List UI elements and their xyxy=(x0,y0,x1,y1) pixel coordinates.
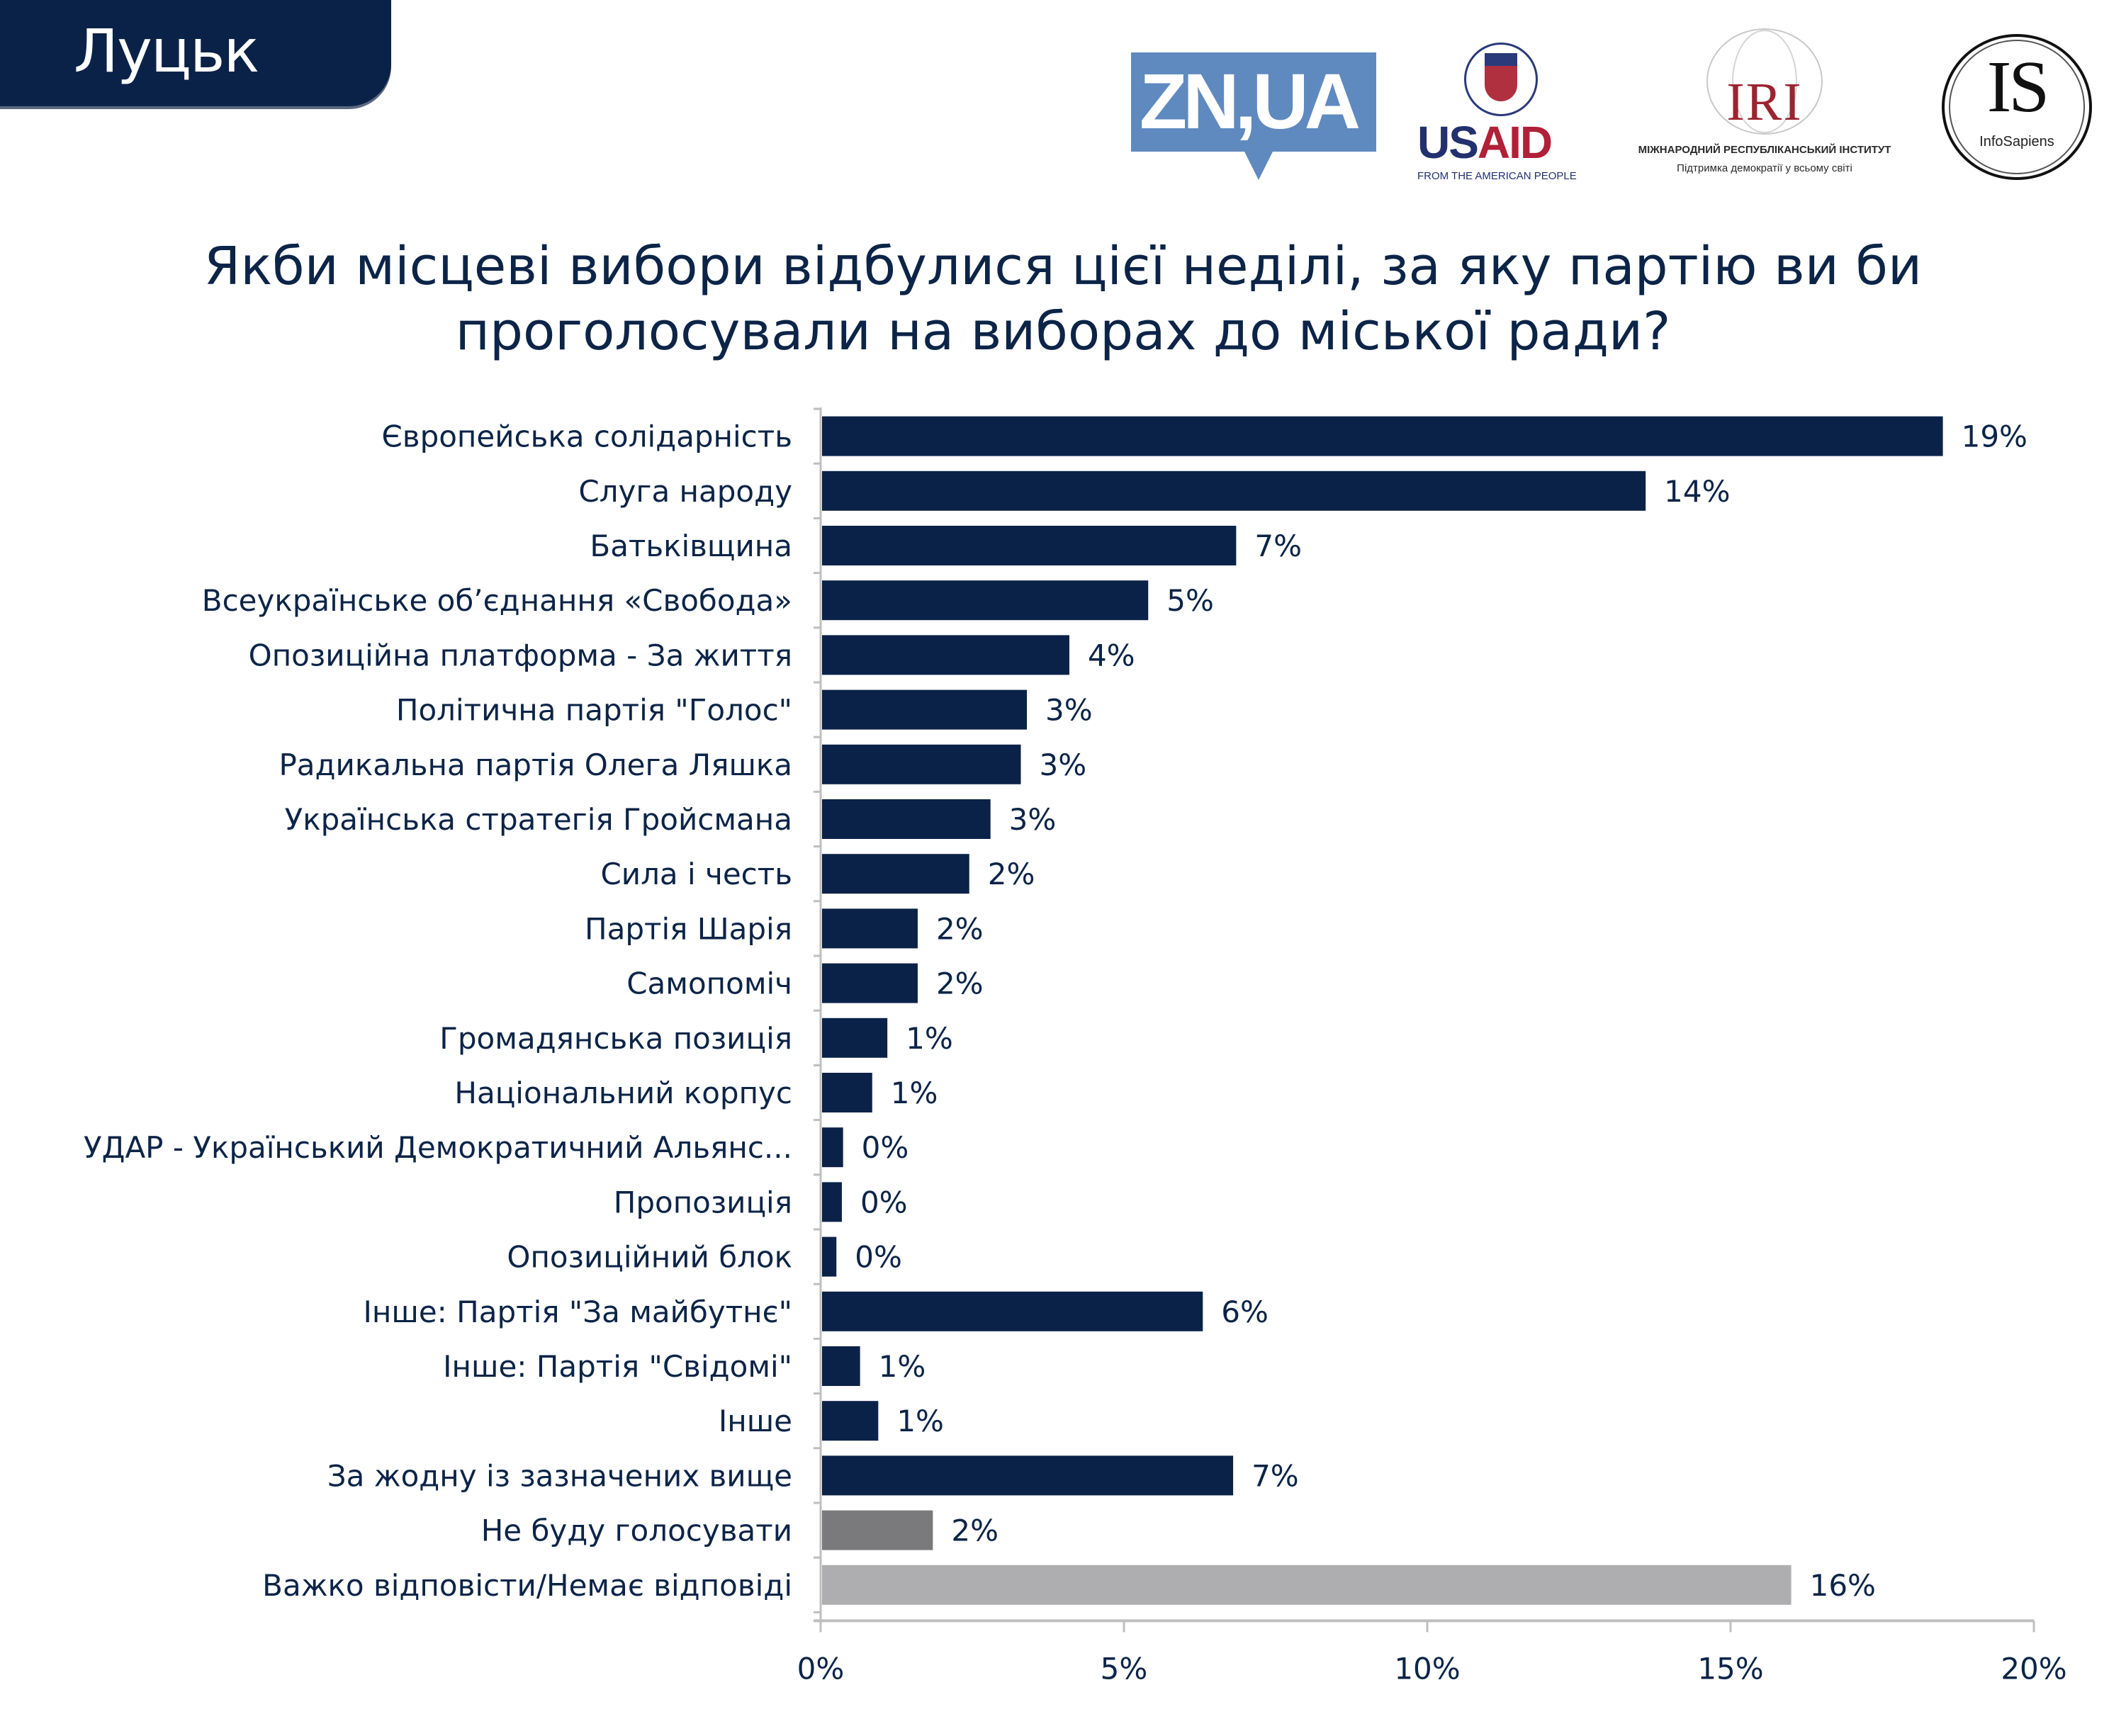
iri-wordmark: IRI xyxy=(1726,72,1803,132)
usaid-tagline: FROM THE AMERICAN PEOPLE xyxy=(1417,170,1577,182)
data-label: 5% xyxy=(1166,583,1214,618)
bar xyxy=(822,854,969,894)
bar xyxy=(822,1291,1203,1331)
bar xyxy=(822,1510,933,1550)
bar xyxy=(822,635,1069,675)
bar xyxy=(822,1236,837,1277)
category-label: Інше: Партія "Свідомі" xyxy=(443,1349,792,1384)
data-label: 2% xyxy=(951,1514,999,1548)
data-label: 6% xyxy=(1221,1295,1269,1329)
category-label: Інше xyxy=(719,1404,792,1438)
speech-bubble-tail-icon xyxy=(1244,152,1273,180)
category-label: Сила і честь xyxy=(600,857,792,891)
category-label: Пропозиція xyxy=(614,1185,792,1219)
chart-title: Якби місцеві вибори відбулися цієї неділ… xyxy=(0,234,2126,364)
data-label: 1% xyxy=(891,1076,938,1110)
usaid-logo: USAID FROM THE AMERICAN PEOPLE xyxy=(1417,43,1587,184)
category-label: За жодну із зазначених вище xyxy=(327,1458,792,1493)
bar xyxy=(822,963,918,1003)
data-label: 1% xyxy=(879,1349,926,1384)
data-label: 2% xyxy=(988,857,1035,891)
city-name: Луцьк xyxy=(74,16,259,86)
x-tick-label: 15% xyxy=(1697,1651,1763,1686)
iri-tagline: Підтримка демократії у всьому світі xyxy=(1677,162,1852,174)
category-label: Самопоміч xyxy=(626,966,792,1001)
data-label: 1% xyxy=(896,1404,944,1438)
bar xyxy=(822,799,991,839)
data-label: 16% xyxy=(1810,1568,1876,1603)
bar xyxy=(822,1455,1234,1496)
bar xyxy=(822,689,1028,730)
data-label: 7% xyxy=(1254,529,1302,563)
category-label: Опозиційний блок xyxy=(507,1240,792,1275)
x-tick-label: 20% xyxy=(2001,1651,2066,1686)
bar xyxy=(822,1073,872,1112)
category-label: Важко відповісти/Немає відповіді xyxy=(262,1568,792,1603)
usaid-wordmark: USAID xyxy=(1417,117,1553,168)
chart-title-line-2: проголосували на виборах до міської ради… xyxy=(455,301,1671,362)
category-label: Інше: Партія "За майбутнє" xyxy=(364,1295,792,1329)
data-label: 0% xyxy=(855,1240,902,1275)
data-label: 0% xyxy=(860,1185,908,1219)
bar xyxy=(822,1401,879,1441)
chart-title-line-1: Якби місцеві вибори відбулися цієї неділ… xyxy=(203,236,1923,297)
infosapiens-logo: IS InfoSapiens xyxy=(1942,34,2092,180)
category-label: Радикальна партія Олега Ляшка xyxy=(279,748,792,782)
globe-icon xyxy=(1706,28,1823,135)
x-tick-label: 5% xyxy=(1101,1651,1148,1686)
iri-name-line: МІЖНАРОДНИЙ РЕСПУБЛІКАНСЬКИЙ ІНСТИТУТ xyxy=(1638,144,1891,156)
data-label: 2% xyxy=(936,911,984,946)
data-label: 4% xyxy=(1088,638,1135,672)
data-label: 1% xyxy=(906,1021,953,1056)
data-label: 3% xyxy=(1009,802,1057,837)
data-label: 0% xyxy=(862,1130,909,1165)
x-tick-label: 0% xyxy=(797,1651,845,1686)
usaid-seal-icon xyxy=(1464,43,1538,116)
data-label: 2% xyxy=(936,966,984,1001)
category-label: Опозиційна платформа - За життя xyxy=(249,638,792,672)
data-label: 7% xyxy=(1252,1458,1299,1493)
bar xyxy=(822,416,1943,456)
bar xyxy=(822,1182,842,1222)
usaid-wordmark-us: US xyxy=(1417,117,1479,168)
bar xyxy=(822,1018,888,1058)
bar xyxy=(822,744,1021,784)
category-label: УДАР - Український Демократичний Альянс.… xyxy=(84,1130,792,1165)
zn-ua-logo-text: ZN,UA xyxy=(1140,58,1361,145)
bar xyxy=(822,1565,1792,1605)
data-label: 19% xyxy=(1962,419,2027,454)
category-label: Слуга народу xyxy=(578,474,792,509)
data-label: 3% xyxy=(1045,693,1093,728)
category-label: Громадянська позиція xyxy=(439,1021,792,1056)
category-label: Всеукраїнське об’єднання «Свобода» xyxy=(202,583,792,618)
usaid-wordmark-aid: AID xyxy=(1477,117,1553,168)
data-label: 14% xyxy=(1664,474,1730,509)
city-tab: Луцьк xyxy=(0,0,391,106)
bar xyxy=(822,908,918,949)
category-label: Українська стратегія Гройсмана xyxy=(285,802,792,837)
category-label: Батьківщина xyxy=(590,529,792,563)
category-label: Партія Шарія xyxy=(585,911,792,946)
bar xyxy=(822,1346,860,1386)
iri-logo: IRI МІЖНАРОДНИЙ РЕСПУБЛІКАНСЬКИЙ ІНСТИТУ… xyxy=(1616,28,1913,186)
zn-ua-logo: ZN,UA xyxy=(1131,52,1376,152)
category-label: Політична партія "Голос" xyxy=(396,693,792,728)
category-label: Не буду голосувати xyxy=(481,1514,792,1548)
x-tick-label: 10% xyxy=(1394,1651,1460,1686)
category-label: Національний корпус xyxy=(454,1076,792,1110)
bar xyxy=(822,470,1646,511)
data-label: 3% xyxy=(1039,748,1086,782)
category-label: Європейська солідарність xyxy=(381,419,792,454)
bar xyxy=(822,580,1149,621)
bar xyxy=(822,526,1237,565)
bar xyxy=(822,1127,843,1168)
